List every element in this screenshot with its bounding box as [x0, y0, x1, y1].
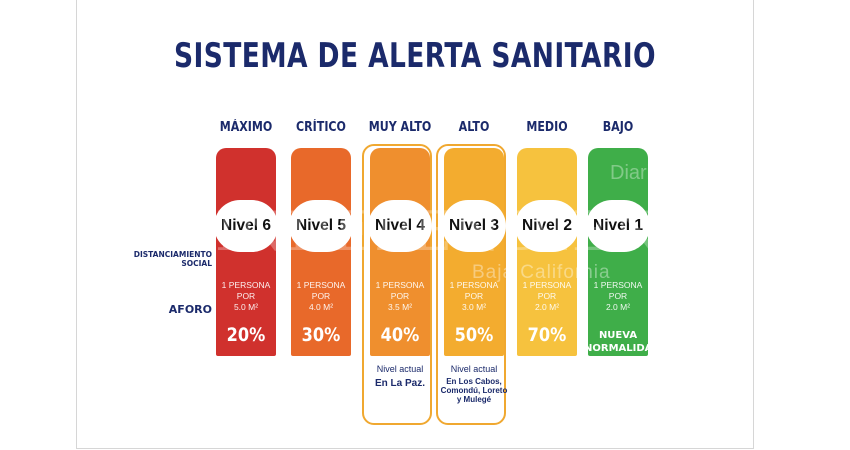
distanciamiento-line2: 2.0 M² [534, 302, 560, 312]
aforo-value: 30% [301, 324, 341, 346]
current-level-note: Nivel actual En Los Cabos, Comondú, Lore… [438, 364, 510, 404]
aforo-value: 70% [527, 324, 567, 346]
level-bar: Nivel 4 1 PERSONA POR 3.5 M² 40% [368, 148, 432, 356]
distanciamiento-line1: 1 PERSONA POR [375, 280, 425, 301]
aforo-value: 50% [454, 324, 494, 346]
distanciamiento-line1: 1 PERSONA POR [449, 280, 499, 301]
level-bar: Nivel 2 1 PERSONA POR 2.0 M² 70% [515, 148, 579, 356]
distanciamiento-value: 1 PERSONA POR 3.0 M² [440, 280, 508, 313]
level-badge: Nivel 2 [515, 200, 579, 252]
level-header: CRÍTICO [296, 120, 346, 135]
distanciamiento-label: DISTANCIAMIENTO SOCIAL [132, 250, 212, 268]
distanciamiento-line1: 1 PERSONA POR [593, 280, 643, 301]
distanciamiento-line1: 1 PERSONA POR [522, 280, 572, 301]
level-bar: Nivel 5 1 PERSONA POR 4.0 M² 30% [289, 148, 353, 356]
aforo-value: 20% [226, 324, 266, 346]
level-header: ALTO [458, 120, 490, 135]
distanciamiento-value: 1 PERSONA POR 4.0 M² [287, 280, 355, 313]
distanciamiento-value: 1 PERSONA POR 2.0 M² [584, 280, 652, 313]
aforo-line1: NUEVA [598, 330, 638, 341]
aforo-value: NUEVA NORMALIDAD [584, 329, 661, 355]
note-line1: Nivel actual [376, 364, 424, 374]
level-bar: Nivel 6 1 PERSONA POR 5.0 M² 20% [214, 148, 278, 356]
level-header: BAJO [602, 120, 634, 135]
distanciamiento-line2: 2.0 M² [605, 302, 631, 312]
note-line2: En Los Cabos, Comondú, Loreto y Mulegé [440, 377, 508, 404]
level-badge: Nivel 4 [368, 200, 432, 252]
watermark-top-text: Diario [610, 162, 663, 184]
aforo-label: AFORO [168, 303, 212, 316]
note-line1: Nivel actual [450, 364, 498, 374]
aforo-value: 40% [380, 324, 420, 346]
watermark-bottom-text: Baja California [472, 262, 611, 283]
level-badge: Nivel 5 [289, 200, 353, 252]
note-line2: En La Paz. [374, 378, 425, 389]
distanciamiento-line2: 3.0 M² [461, 302, 487, 312]
level-bar: Nivel 1 1 PERSONA POR 2.0 M² NUEVA NORMA… [584, 148, 661, 356]
distanciamiento-value: 1 PERSONA POR 3.5 M² [366, 280, 434, 313]
level-header: MUY ALTO [368, 120, 432, 135]
page-title: SISTEMA DE ALERTA SANITARIO [174, 36, 656, 76]
distanciamiento-line2: 5.0 M² [233, 302, 259, 312]
distanciamiento-line2: 4.0 M² [308, 302, 334, 312]
distanciamiento-line1: 1 PERSONA POR [296, 280, 346, 301]
current-level-note: Nivel actual En La Paz. [364, 364, 436, 391]
current-level-outline [362, 144, 432, 425]
distanciamiento-label-line2: SOCIAL [181, 259, 212, 268]
level-badge: Nivel 3 [442, 200, 506, 252]
level-header: MÁXIMO [219, 120, 273, 135]
distanciamiento-label-line1: DISTANCIAMIENTO [133, 250, 212, 259]
level-badge: Nivel 6 [214, 200, 278, 252]
aforo-line2: NORMALIDAD [584, 343, 661, 354]
distanciamiento-value: 1 PERSONA POR 2.0 M² [513, 280, 581, 313]
current-level-outline [436, 144, 506, 425]
level-badge: Nivel 1 [586, 200, 650, 252]
level-header: MEDIO [526, 120, 568, 135]
distanciamiento-line1: 1 PERSONA POR [221, 280, 271, 301]
level-bar: Nivel 3 1 PERSONA POR 3.0 M² 50% [442, 148, 506, 356]
distanciamiento-value: 1 PERSONA POR 5.0 M² [212, 280, 280, 313]
distanciamiento-line2: 3.5 M² [387, 302, 413, 312]
